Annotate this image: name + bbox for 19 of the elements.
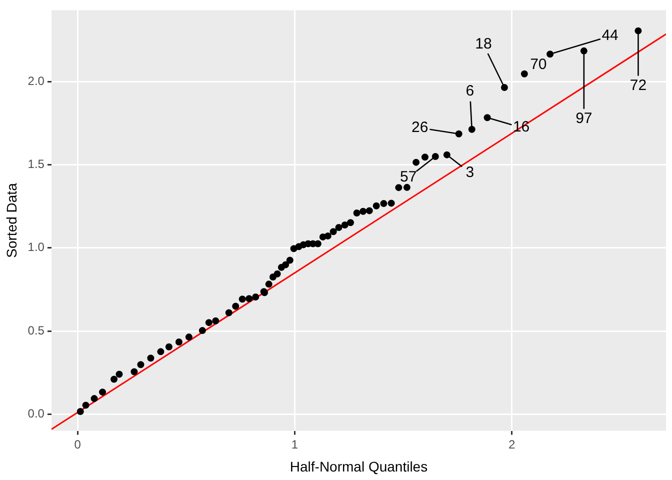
x-tick-label: 2 [508, 437, 516, 452]
annotation: 3 [466, 164, 474, 181]
annotation: 6 [466, 82, 474, 100]
annotation: 72 [630, 76, 647, 94]
y-tick-label: 0.0 [28, 406, 45, 420]
annotation: 70 [530, 56, 547, 74]
x-tick-label: 1 [291, 437, 298, 452]
y-tick-label: 0.5 [28, 323, 45, 338]
annotation: 26 [412, 119, 428, 136]
annotation: 97 [576, 110, 592, 128]
y-tick-label: 1.0 [28, 240, 45, 254]
annotation: 57 [400, 168, 417, 186]
y-tick-label: 2.0 [28, 74, 45, 88]
x-axis-title: Half-Normal Quantiles [290, 458, 428, 474]
annotation: 18 [475, 36, 492, 53]
y-axis-title: Sorted Data [3, 182, 20, 258]
x-tick-label: 0 [74, 437, 82, 452]
annotation: 44 [602, 27, 618, 44]
y-tick-label: 1.5 [28, 157, 45, 172]
